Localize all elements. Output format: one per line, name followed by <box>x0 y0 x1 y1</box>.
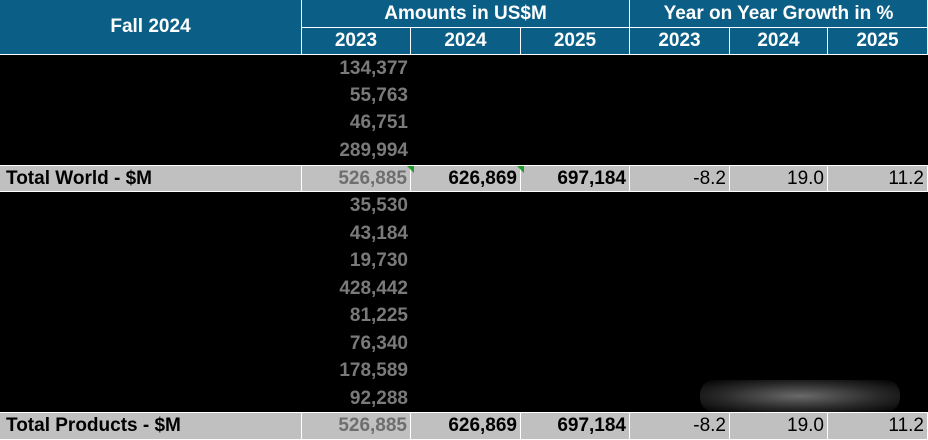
growth-year-label: 2024 <box>757 30 800 51</box>
total-world-2025-cell[interactable]: 697,184 <box>521 165 630 192</box>
cell-value: 526,885 <box>338 167 407 189</box>
row-label: Total World - $M <box>6 167 153 189</box>
header-growth-year-2023[interactable]: 2023 <box>630 28 730 55</box>
value-2023-cell[interactable]: 428,442 <box>302 275 411 302</box>
total-world-growth-2024-cell[interactable]: 19.0 <box>730 165 828 192</box>
table-row: 81,225 <box>0 302 928 330</box>
cell-value: 697,184 <box>557 167 626 189</box>
total-products-2024-cell[interactable]: 626,869 <box>411 412 521 440</box>
growth-group-label: Year on Year Growth in % <box>663 2 894 24</box>
total-world-label-cell[interactable]: Total World - $M <box>0 165 302 192</box>
total-world-row: Total World - $M 526,885 626,869 697,184… <box>0 165 928 192</box>
total-products-growth-2023-cell[interactable]: -8.2 <box>630 412 730 440</box>
total-world-2024-cell[interactable]: 626,869 <box>411 165 524 192</box>
cell-value: 92,288 <box>349 387 408 409</box>
cell-value: 55,763 <box>349 84 408 106</box>
value-2023-cell[interactable]: 76,340 <box>302 330 411 357</box>
total-world-growth-2025-cell[interactable]: 11.2 <box>828 165 928 192</box>
cell-value: 43,184 <box>349 222 408 244</box>
cell-value: 46,751 <box>349 112 408 133</box>
header-amount-year-2025[interactable]: 2025 <box>521 28 630 55</box>
value-2023-cell[interactable]: 134,377 <box>302 55 411 82</box>
cell-value: 35,530 <box>349 195 408 216</box>
cell-value: 178,589 <box>339 360 408 381</box>
total-world-growth-2023-cell[interactable]: -8.2 <box>630 165 730 192</box>
value-2023-cell[interactable]: 81,225 <box>302 302 411 330</box>
value-2023-cell[interactable]: 55,763 <box>302 82 411 109</box>
value-2023-cell[interactable]: 92,288 <box>302 385 411 412</box>
total-products-growth-2025-cell[interactable]: 11.2 <box>828 412 928 440</box>
cell-value: 11.2 <box>888 415 924 436</box>
table-row: 428,442 <box>0 275 928 302</box>
value-2023-cell[interactable]: 19,730 <box>302 247 411 275</box>
total-products-label-cell[interactable]: Total Products - $M <box>0 412 302 440</box>
amount-year-label: 2023 <box>334 30 378 51</box>
table-row: 178,589 <box>0 357 928 385</box>
table-row: 76,340 <box>0 330 928 357</box>
cell-value: 134,377 <box>339 57 408 79</box>
row-label: Total Products - $M <box>6 415 181 436</box>
cell-value: 626,869 <box>448 415 517 436</box>
total-products-2025-cell[interactable]: 697,184 <box>521 412 630 440</box>
value-2023-cell[interactable]: 43,184 <box>302 220 411 247</box>
header-amount-year-2023[interactable]: 2023 <box>302 28 411 55</box>
table-row: 134,377 <box>0 55 928 82</box>
cell-value: -8.2 <box>693 415 726 436</box>
cell-value: 428,442 <box>339 277 408 299</box>
header-title-cell[interactable]: Fall 2024 <box>0 0 302 55</box>
header-amount-year-2024[interactable]: 2024 <box>411 28 521 55</box>
table-row: 43,184 <box>0 220 928 247</box>
header-title: Fall 2024 <box>110 16 191 37</box>
header-growth-year-2025[interactable]: 2025 <box>828 28 928 55</box>
growth-year-label: 2023 <box>658 30 701 51</box>
total-world-2023-cell[interactable]: 526,885 <box>302 165 414 192</box>
amounts-group-label: Amounts in US$M <box>384 2 547 24</box>
cell-value: 19,730 <box>349 250 408 271</box>
cell-value: 19.0 <box>787 167 824 189</box>
cell-value: 289,994 <box>339 140 408 161</box>
total-products-row: Total Products - $M 526,885 626,869 697,… <box>0 412 928 440</box>
value-2023-cell[interactable]: 289,994 <box>302 137 411 165</box>
header-growth-group[interactable]: Year on Year Growth in % <box>630 0 928 28</box>
cell-value: 19.0 <box>787 415 824 436</box>
cell-value: -8.2 <box>693 167 726 189</box>
table-row: 289,994 <box>0 137 928 165</box>
total-products-2023-cell[interactable]: 526,885 <box>302 412 411 440</box>
cell-value: 626,869 <box>448 167 517 189</box>
table-row: 55,763 <box>0 82 928 109</box>
amount-year-label: 2024 <box>444 30 487 51</box>
table-row: 92,288 <box>0 385 928 412</box>
table-row: 35,530 <box>0 192 928 220</box>
header-growth-year-2024[interactable]: 2024 <box>730 28 828 55</box>
value-2023-cell[interactable]: 35,530 <box>302 192 411 220</box>
cell-value: 526,885 <box>338 415 407 436</box>
table-row: 46,751 <box>0 109 928 137</box>
blurred-region <box>700 380 900 412</box>
table-row: 19,730 <box>0 247 928 275</box>
cell-value: 697,184 <box>557 415 626 436</box>
cell-value: 76,340 <box>349 332 408 354</box>
header-amounts-group[interactable]: Amounts in US$M <box>302 0 630 28</box>
cell-value: 11.2 <box>888 167 924 189</box>
total-products-growth-2024-cell[interactable]: 19.0 <box>730 412 828 440</box>
value-2023-cell[interactable]: 178,589 <box>302 357 411 385</box>
value-2023-cell[interactable]: 46,751 <box>302 109 411 137</box>
cell-value: 81,225 <box>349 305 408 326</box>
amount-year-label: 2025 <box>553 30 597 51</box>
growth-year-label: 2025 <box>856 30 899 51</box>
